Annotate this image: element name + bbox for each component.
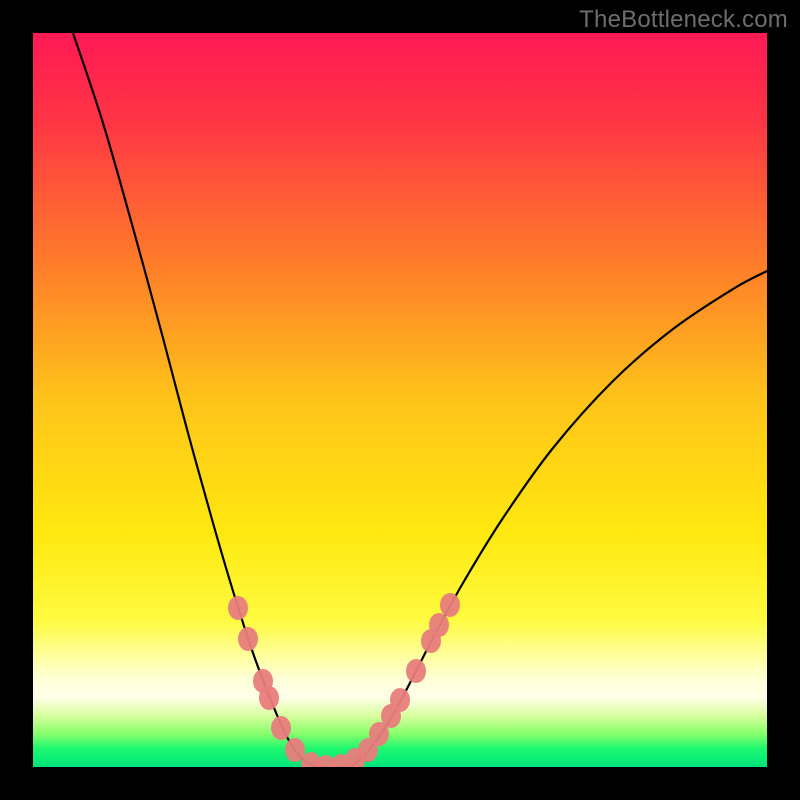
data-marker xyxy=(390,688,410,712)
data-marker xyxy=(259,686,279,710)
chart-frame: TheBottleneck.com xyxy=(0,0,800,800)
plot-area xyxy=(33,33,767,767)
data-marker xyxy=(285,738,305,762)
data-marker xyxy=(238,627,258,651)
data-marker xyxy=(228,596,248,620)
gradient-background xyxy=(33,33,767,767)
watermark-text: TheBottleneck.com xyxy=(579,6,788,34)
data-marker xyxy=(429,613,449,637)
data-marker xyxy=(406,659,426,683)
data-marker xyxy=(271,716,291,740)
chart-svg xyxy=(33,33,767,767)
data-marker xyxy=(440,593,460,617)
